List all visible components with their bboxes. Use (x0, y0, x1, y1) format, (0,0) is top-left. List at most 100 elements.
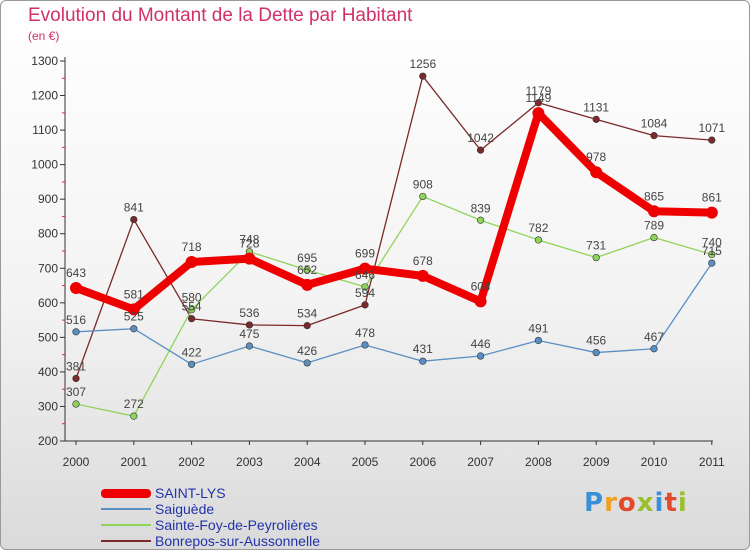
data-point (303, 266, 311, 274)
data-label: 594 (355, 286, 375, 300)
series-lines (72, 75, 716, 417)
data-point (127, 303, 140, 316)
data-label: 1179 (525, 84, 551, 98)
data-label: 1042 (467, 131, 494, 145)
series-points (70, 72, 718, 420)
data-label: 841 (124, 201, 144, 215)
data-label: 516 (66, 313, 86, 327)
data-label: 643 (66, 266, 86, 280)
x-tick-label: 2003 (236, 455, 263, 469)
data-point (301, 278, 314, 291)
data-label: 534 (297, 307, 317, 321)
data-label: 1131 (583, 100, 609, 114)
data-label: 978 (586, 150, 606, 164)
data-label: 718 (182, 240, 202, 254)
y-tick-label: 300 (38, 399, 58, 413)
data-point (592, 253, 600, 262)
legend-swatch (101, 488, 151, 498)
y-tick-label: 500 (38, 330, 58, 344)
x-tick-label: 2004 (294, 455, 321, 469)
axes: 200 300 400 500 600 700 800 900 1000 1100 1200 1300… (31, 54, 725, 469)
data-point (188, 360, 196, 368)
data-point (188, 306, 196, 314)
legend-label: SAINT-LYS (155, 485, 226, 501)
data-point (648, 205, 660, 218)
data-label: 478 (355, 326, 375, 340)
data-point (650, 132, 658, 140)
legend-label: Bonrepos-sur-Aussonnelle (155, 533, 320, 549)
data-point (130, 215, 138, 224)
series-line-3 (75, 75, 713, 380)
data-point (419, 192, 427, 201)
data-label: 789 (644, 219, 664, 233)
series-line-2 (75, 195, 713, 417)
data-label: 646 (355, 268, 375, 282)
x-tick-label: 2000 (63, 455, 90, 469)
data-label: 728 (239, 237, 259, 251)
data-label: 865 (644, 189, 664, 203)
data-point (650, 233, 658, 242)
x-tick-label: 2005 (352, 455, 379, 469)
y-tick-label: 1100 (32, 123, 58, 137)
data-point (303, 322, 311, 330)
data-label: 422 (182, 345, 202, 359)
x-tick-label: 2010 (641, 455, 668, 469)
data-label: 715 (702, 244, 722, 258)
x-tick-label: 2006 (409, 455, 436, 469)
data-label: 861 (702, 191, 722, 205)
legend-swatch (101, 540, 151, 542)
data-label: 467 (644, 330, 664, 344)
data-point (708, 136, 716, 144)
data-label: 581 (124, 287, 144, 301)
data-label: 431 (413, 342, 433, 356)
data-point (534, 336, 543, 345)
data-label: 1071 (698, 121, 725, 135)
x-tick-label: 2011 (699, 455, 725, 469)
data-point (361, 283, 369, 291)
data-label: 839 (471, 201, 491, 215)
data-point (245, 342, 253, 350)
data-label: 731 (586, 239, 606, 253)
data-point (185, 256, 198, 269)
data-label: 554 (182, 300, 202, 314)
data-label: 678 (413, 254, 433, 268)
y-tick-label: 1200 (31, 89, 58, 103)
data-point (245, 321, 253, 329)
x-tick-label: 2001 (120, 455, 147, 469)
x-tick-label: 2009 (583, 455, 610, 469)
data-label: 491 (528, 321, 548, 335)
x-tick-label: 2008 (525, 455, 552, 469)
data-point (359, 262, 371, 275)
data-point (361, 341, 369, 349)
data-point (708, 259, 716, 267)
data-label: 580 (182, 291, 202, 305)
data-point (532, 107, 545, 120)
data-label: 536 (239, 306, 259, 320)
data-point (650, 345, 658, 353)
legend-label: Sainte-Foy-de-Peyrolières (155, 517, 318, 533)
data-label: 426 (297, 344, 317, 358)
data-point (534, 99, 543, 107)
data-label: 307 (66, 385, 86, 399)
y-tick-label: 600 (38, 296, 58, 310)
data-point (534, 236, 543, 244)
x-tick-label: 2007 (467, 455, 494, 469)
data-label: 748 (239, 233, 259, 247)
y-tick-label: 1300 (31, 54, 58, 68)
legend-swatch (101, 524, 151, 526)
data-point (70, 281, 82, 294)
data-label: 446 (471, 337, 491, 351)
data-point (361, 301, 369, 309)
y-tick-label: 900 (38, 192, 58, 206)
y-tick-label: 400 (38, 365, 58, 379)
data-point (243, 252, 256, 265)
data-point (477, 352, 485, 360)
y-tick-label: 700 (38, 261, 58, 275)
legend-label: Saiguède (155, 501, 215, 517)
data-label: 908 (413, 177, 433, 191)
chart-title: Evolution du Montant de la Dette par Hab… (28, 5, 413, 26)
data-point (303, 359, 311, 367)
data-point (474, 295, 487, 308)
